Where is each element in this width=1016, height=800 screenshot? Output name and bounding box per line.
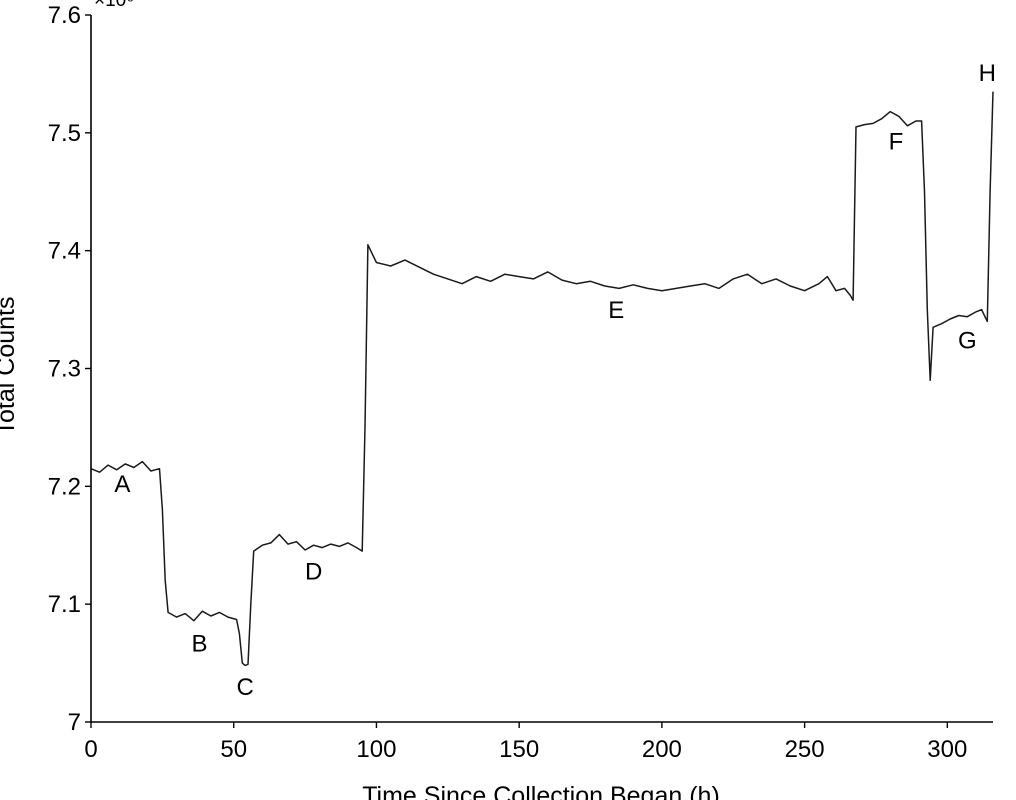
x-axis-ticks: 0 50 100 150 200 250 300 (84, 722, 967, 763)
y-tick-label: 7.6 (48, 2, 81, 29)
segment-label-a: A (114, 471, 130, 498)
y-axis-multiplier: ×10⁶ (94, 0, 134, 11)
segment-annotations: A B C D E F G H (114, 60, 996, 701)
x-tick-label: 150 (499, 736, 539, 763)
y-tick-label: 7.1 (48, 591, 81, 618)
x-tick-label: 250 (785, 736, 825, 763)
x-tick-label: 300 (927, 736, 967, 763)
y-tick-label: 7.4 (48, 238, 81, 265)
segment-label-b: B (191, 630, 207, 657)
segment-label-f: F (889, 128, 904, 155)
x-axis-title: Time Since Collection Began (h) (362, 782, 720, 800)
x-tick-label: 50 (220, 736, 247, 763)
y-tick-label: 7.2 (48, 473, 81, 500)
segment-label-g: G (958, 327, 977, 354)
segment-label-e: E (608, 297, 624, 324)
y-tick-label: 7.5 (48, 120, 81, 147)
y-axis-title: Total Counts (0, 297, 20, 436)
y-axis-ticks: 7 7.1 7.2 7.3 7.4 7.5 7.6 (48, 2, 91, 736)
x-tick-label: 200 (642, 736, 682, 763)
segment-label-c: C (236, 674, 253, 701)
segment-label-h: H (979, 60, 996, 87)
x-tick-label: 0 (84, 736, 97, 763)
x-tick-label: 100 (356, 736, 396, 763)
segment-label-d: D (305, 558, 322, 585)
y-tick-label: 7.3 (48, 356, 81, 383)
y-tick-label: 7 (68, 709, 81, 736)
series-line-total-counts (90, 91, 994, 667)
